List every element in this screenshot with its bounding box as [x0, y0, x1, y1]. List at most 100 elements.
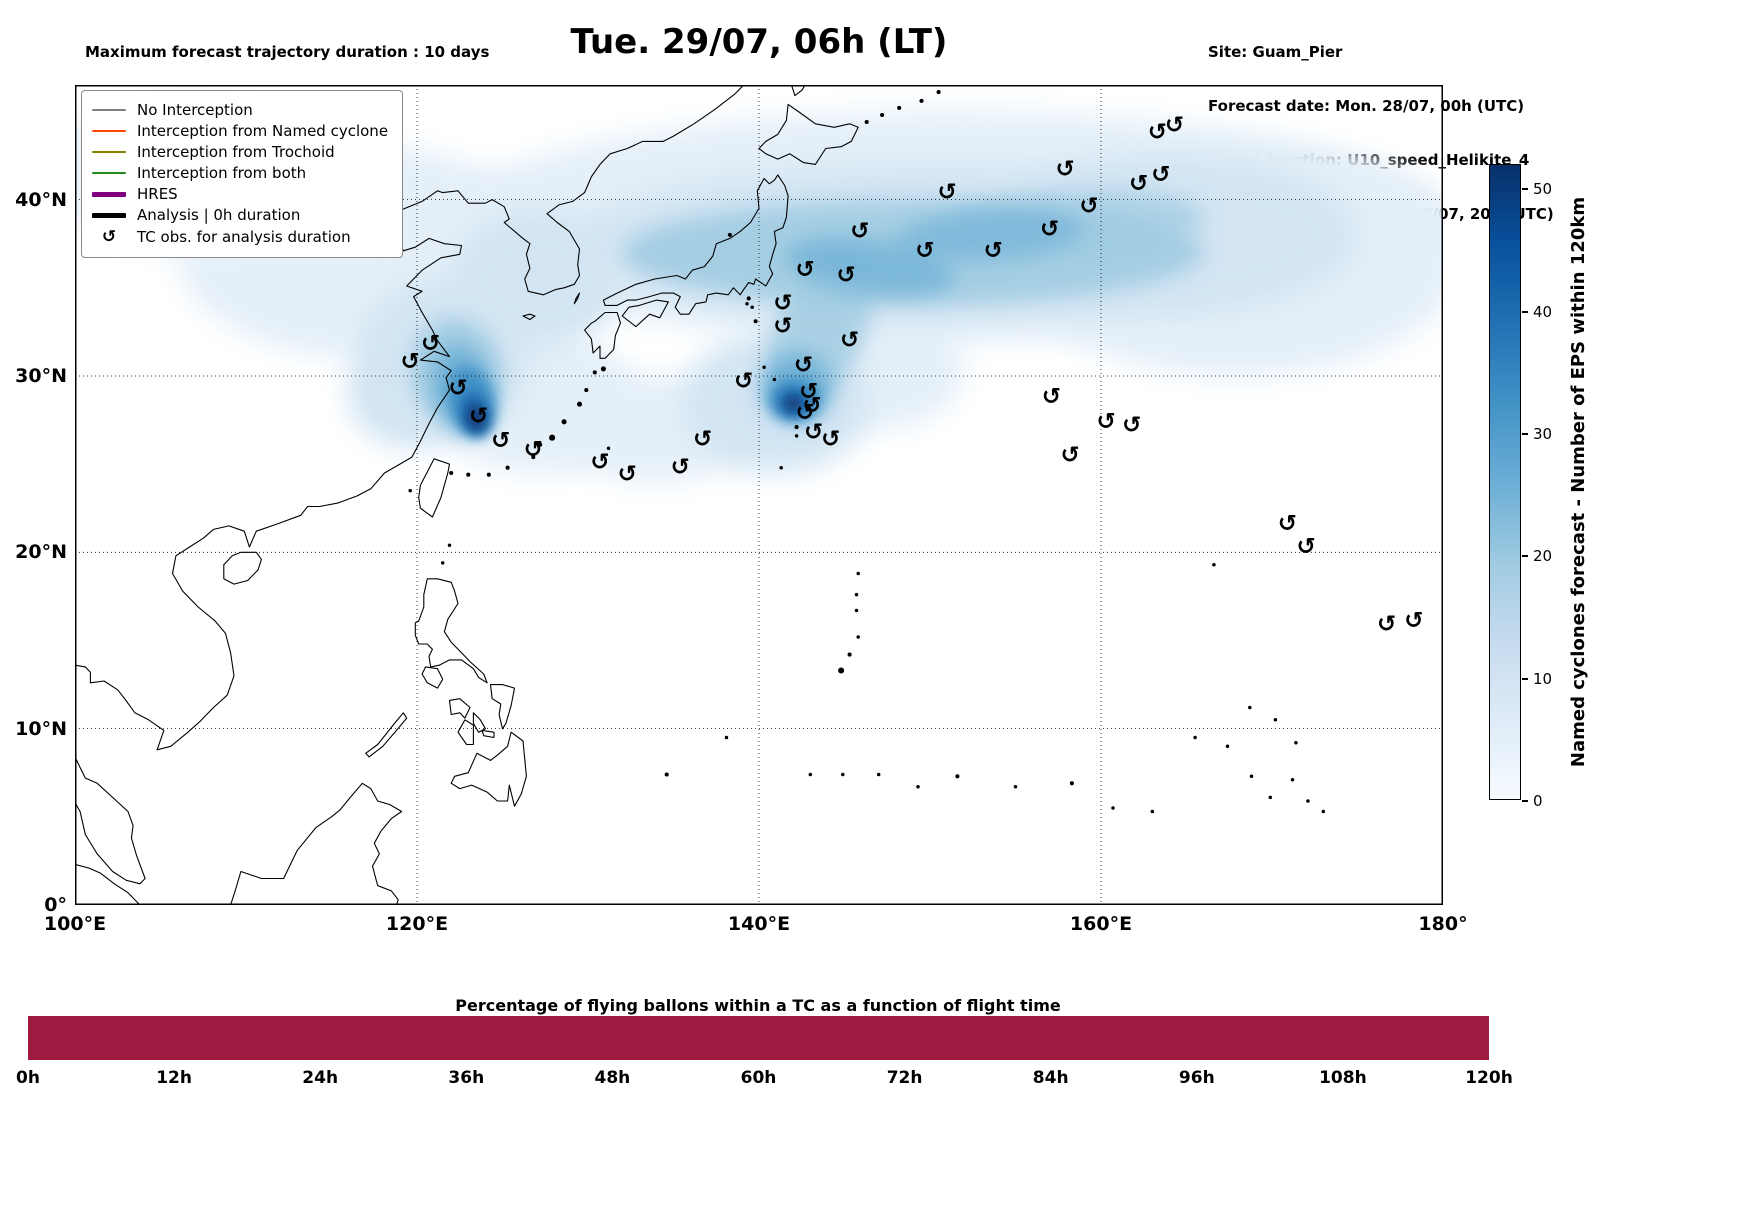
colorbar-tick: [1522, 310, 1528, 313]
tc-obs-symbol: ↺: [693, 427, 712, 453]
island-dot: [864, 119, 869, 125]
island-dot: [549, 434, 556, 441]
island-dot: [606, 446, 611, 451]
legend-line-sample: [92, 130, 126, 132]
island-dot: [779, 465, 783, 470]
coastline-malay-peninsula: [75, 756, 146, 885]
y-tick-label: 0°: [44, 894, 67, 916]
info-line-max-duration: Maximum forecast trajectory duration : 1…: [85, 43, 490, 61]
info-line-forecast-date: Forecast date: Mon. 28/07, 00h (UTC): [1208, 97, 1525, 115]
flight-tick-label: 96h: [1178, 1068, 1215, 1088]
coastline-kyushu: [584, 311, 622, 359]
legend-item: Analysis | 0h duration: [92, 206, 388, 224]
tc-obs-symbol: ↺: [590, 449, 609, 475]
island-dot: [745, 301, 749, 306]
map-content: ↺↺↺↺ ↺↺↺↺↺↺ ↺↺ ↺↺↺↺↺↺ ↺↺↺↺↺↺↺ ↺↺↺↺↺ ↺↺ ↺ ↺ ↺ ↺↺↺↺↺…: [75, 85, 1443, 905]
flight-percentage-bar: [28, 1016, 1489, 1060]
tc-obs-symbol: ↺: [821, 427, 840, 453]
x-tick-label: 160°E: [1069, 913, 1133, 935]
colorbar-tick: [1522, 677, 1528, 680]
flight-tick-label: 0h: [16, 1068, 40, 1088]
island-dot: [750, 305, 754, 309]
tc-obs-symbol: ↺: [1297, 534, 1316, 560]
island-dot: [538, 442, 543, 447]
tc-obs-symbol: ↺: [1040, 217, 1059, 243]
island-dot: [449, 470, 454, 476]
tc-obs-symbol: ↺: [618, 462, 637, 488]
tc-obs-symbol: ↺: [1061, 442, 1080, 468]
legend-line: [92, 151, 126, 153]
tc-obs-symbol: ↺: [1404, 608, 1423, 634]
tc-obs-symbol: ↺: [804, 419, 823, 445]
island-dot: [576, 401, 583, 407]
tc-obs-symbol: ↺: [1042, 384, 1061, 410]
island-dot: [1306, 799, 1310, 803]
legend-line: [92, 172, 126, 174]
colorbar-label: Named cyclones forecast - Number of EPS …: [1568, 196, 1589, 768]
tc-obs-symbol: ↺: [937, 180, 956, 206]
coastline-sumatra: [75, 863, 141, 905]
tc-obs-symbol: ↺: [1377, 612, 1396, 638]
island-dot: [841, 772, 845, 777]
island-dot: [847, 652, 852, 657]
coastline-negros: [457, 719, 474, 746]
legend-line: [92, 109, 126, 111]
island-dot: [440, 561, 445, 565]
island-dot: [592, 370, 597, 375]
coastline-honshu: [602, 174, 789, 315]
info-line-site: Site: Guam_Pier: [1208, 43, 1343, 61]
island-dot: [447, 543, 452, 548]
legend-item: Interception from Named cyclone: [92, 122, 388, 140]
island-dot: [794, 434, 799, 438]
tc-obs-symbol: ↺: [734, 368, 753, 394]
tc-obs-symbol: ↺: [796, 257, 815, 283]
flight-tick-label: 72h: [886, 1068, 923, 1088]
colorbar-tick-label: 0: [1533, 792, 1543, 810]
tc-obs-symbol: ↺: [802, 393, 821, 419]
island-dot: [916, 785, 920, 789]
tc-obs-symbol: ↺: [1055, 157, 1074, 183]
coastline-palawan: [365, 712, 408, 758]
coastline-jeju: [522, 313, 536, 321]
island-dot: [1193, 735, 1197, 740]
coastline-panay: [448, 698, 471, 719]
coastline-shikoku: [621, 299, 669, 328]
y-tick-label: 30°N: [15, 364, 67, 387]
density-blob: [784, 395, 802, 412]
island-dot: [1225, 744, 1230, 749]
island-dot: [897, 105, 902, 110]
coastline-luzon: [414, 578, 488, 684]
island-dot: [1111, 806, 1115, 810]
island-dot: [1248, 705, 1252, 710]
legend-item: Interception from Trochoid: [92, 143, 388, 161]
density-blob: [896, 209, 1084, 261]
tc-obs-symbol: ↺: [773, 291, 792, 317]
legend-tc-symbol: ↺: [101, 227, 117, 247]
tc-obs-symbol: ↺: [401, 349, 420, 375]
legend-item: Interception from both: [92, 164, 388, 182]
island-dot: [466, 472, 471, 477]
island-dot: [854, 592, 859, 597]
legend-line: [92, 130, 126, 132]
island-dot: [854, 608, 859, 613]
tc-obs-symbol: ↺: [773, 314, 792, 340]
island-dot: [753, 319, 758, 324]
island-dot: [1321, 809, 1326, 814]
island-dot: [838, 667, 845, 674]
island-dot: [1150, 809, 1155, 814]
legend-item-label: HRES: [137, 185, 178, 203]
coastline-hokkaido: [758, 103, 859, 165]
island-dot: [1290, 778, 1295, 782]
flight-tick-label: 36h: [448, 1068, 485, 1088]
coastline-samar-leyte: [489, 684, 516, 730]
colorbar-tick-label: 50: [1533, 180, 1553, 199]
coastline-mindanao: [450, 731, 527, 807]
island-dot: [486, 472, 491, 477]
coastline-borneo: [230, 782, 403, 905]
island-dot: [936, 90, 941, 95]
coastline-asia-mainland: [75, 85, 745, 751]
coastline-mindoro: [421, 666, 444, 689]
flight-tick-label: 48h: [594, 1068, 631, 1088]
legend-line-sample: [92, 151, 126, 153]
colorbar-tick: [1522, 433, 1528, 436]
